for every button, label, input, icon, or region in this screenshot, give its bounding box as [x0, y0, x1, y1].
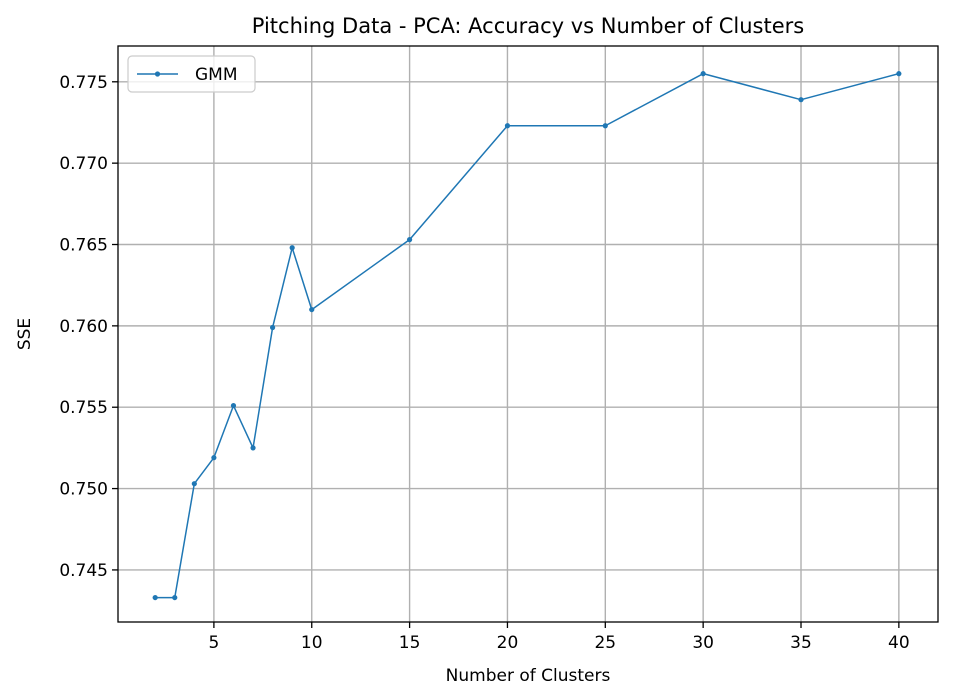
data-point	[270, 324, 276, 331]
grid	[118, 46, 938, 622]
x-tick-label: 20	[497, 633, 519, 653]
data-point	[406, 237, 413, 243]
chart-title: Pitching Data - PCA: Accuracy vs Number …	[252, 14, 804, 38]
x-tick-label: 40	[888, 633, 910, 653]
legend-marker-gmm	[154, 71, 161, 77]
data-point	[602, 123, 608, 129]
legend-label-gmm: GMM	[195, 65, 238, 85]
y-tick-label: 0.750	[59, 480, 108, 500]
legend-box	[127, 55, 256, 93]
data-point	[250, 445, 256, 451]
data-point	[504, 123, 511, 129]
series-layer	[152, 71, 902, 601]
data-point	[798, 97, 804, 103]
x-tick-label: 30	[692, 633, 714, 653]
x-tick-label: 35	[790, 633, 812, 653]
data-point	[211, 455, 217, 461]
y-tick-label: 0.760	[59, 317, 108, 337]
x-tick-label: 15	[399, 633, 421, 653]
data-point	[191, 481, 197, 487]
y-tick-label: 0.775	[59, 73, 108, 93]
x-axis-label: Number of Clusters	[446, 666, 611, 686]
data-point	[700, 71, 706, 77]
data-point	[289, 245, 295, 251]
data-point	[309, 306, 315, 313]
x-tick-label: 10	[301, 633, 323, 653]
x-tick-label: 5	[208, 633, 219, 653]
y-tick-label: 0.765	[59, 236, 108, 256]
y-axis-label: SSE	[15, 318, 35, 350]
x-tick-label: 25	[594, 633, 616, 653]
y-tick-label: 0.755	[59, 398, 108, 418]
y-tick-label: 0.745	[59, 561, 108, 581]
legend: GMM	[127, 55, 256, 93]
y-tick-label: 0.770	[59, 154, 108, 174]
data-point	[172, 594, 178, 601]
data-point	[896, 71, 902, 77]
data-point	[152, 594, 158, 601]
axis-ticks: 5 10 15 20 25 30 35 40 0.745 0.750 0.755 0.760 0.765…	[59, 73, 909, 653]
plot-area-frame	[117, 45, 939, 623]
data-point	[230, 402, 237, 409]
